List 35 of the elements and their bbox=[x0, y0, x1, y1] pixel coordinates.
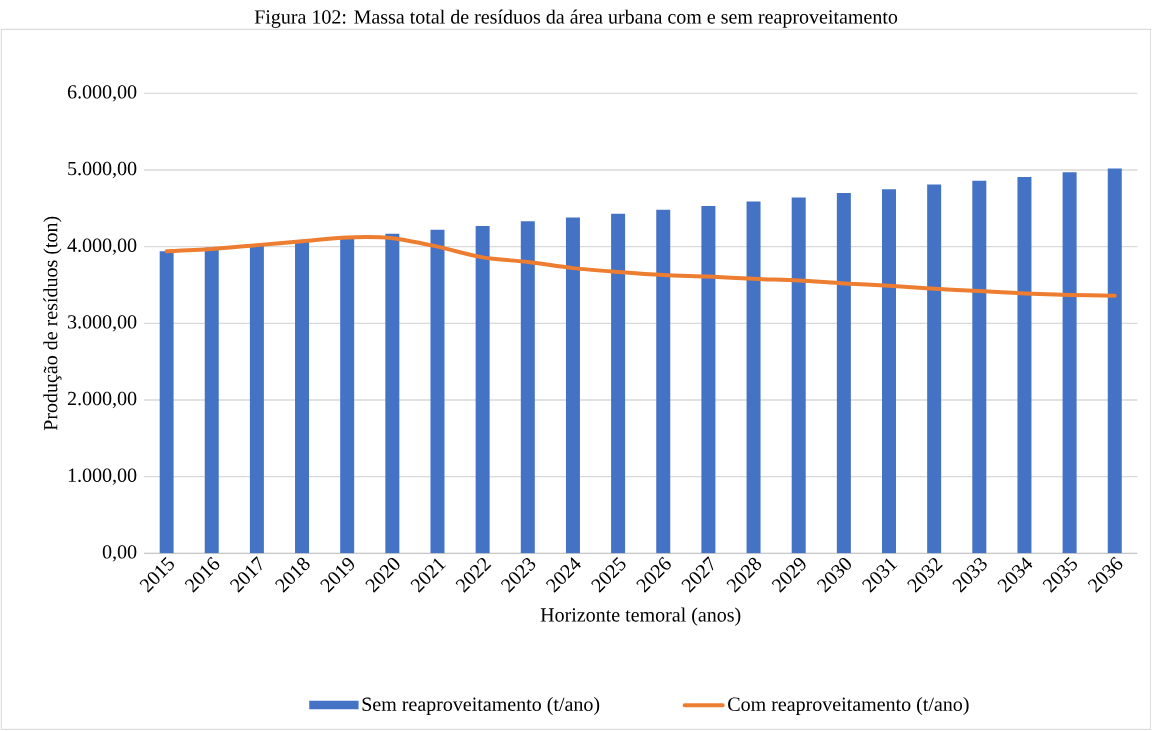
y-tick-label: 0,00 bbox=[102, 545, 137, 562]
line-series bbox=[164, 235, 1117, 298]
bar bbox=[1107, 168, 1122, 554]
bar bbox=[656, 210, 671, 554]
y-tick-label: 4.000,00 bbox=[67, 238, 137, 256]
bar bbox=[249, 244, 264, 554]
bar bbox=[611, 213, 626, 554]
y-tick-label: 6.000,00 bbox=[67, 85, 137, 102]
y-tick-label: 5.000,00 bbox=[68, 161, 137, 179]
bar bbox=[565, 217, 580, 554]
bar bbox=[836, 193, 851, 554]
legend-label: Sem reaproveitamento (t/ano) bbox=[362, 697, 600, 716]
bar bbox=[475, 226, 490, 554]
x-axis-title: Horizonte temoral (anos) bbox=[540, 607, 741, 626]
bar bbox=[295, 241, 310, 554]
y-tick-label: 3.000,00 bbox=[68, 315, 137, 332]
bar bbox=[1017, 177, 1032, 554]
bar bbox=[701, 206, 716, 554]
bar bbox=[791, 197, 806, 554]
bar bbox=[882, 189, 897, 554]
bar bbox=[159, 251, 174, 554]
bar bbox=[746, 201, 761, 554]
bar bbox=[204, 247, 219, 554]
legend-label: Com reaproveitamento (t/ano) bbox=[728, 697, 969, 716]
bar bbox=[430, 229, 445, 554]
chart-title: Figura 102: Massa total de resíduos da área urbana com e sem reaproveitamento bbox=[254, 9, 898, 28]
bar bbox=[340, 237, 355, 554]
bar bbox=[927, 184, 942, 554]
bar bbox=[1062, 172, 1077, 554]
y-axis-title: Produção de resíduos (ton) bbox=[43, 216, 62, 431]
bar bbox=[972, 180, 987, 554]
y-tick-label: 2.000,00 bbox=[67, 391, 137, 409]
bar bbox=[385, 233, 400, 554]
bar bbox=[520, 221, 535, 554]
y-tick-label: 1.000,00 bbox=[68, 468, 137, 486]
